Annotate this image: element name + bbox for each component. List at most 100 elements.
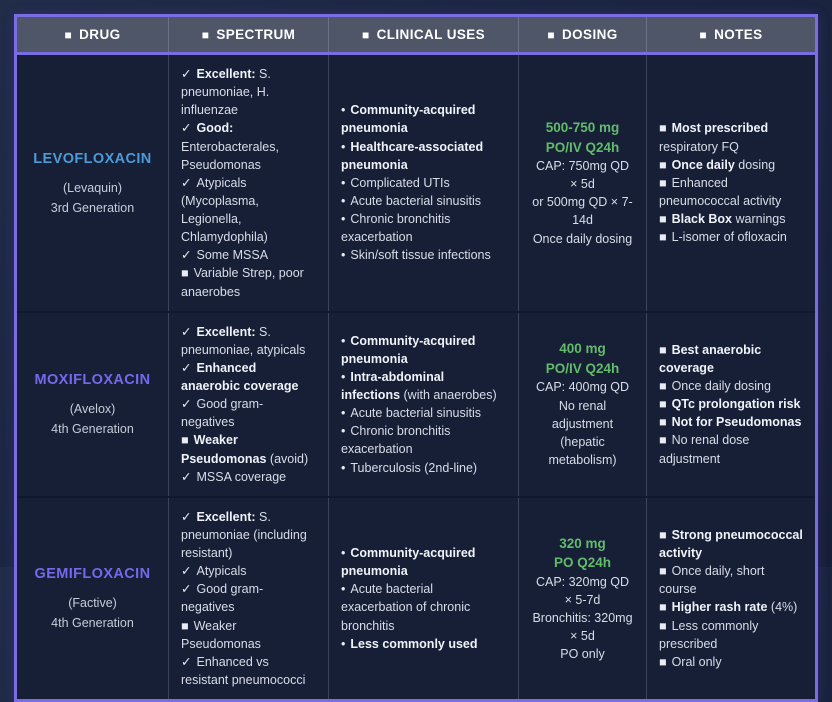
clinical-item: • Less commonly used: [341, 636, 478, 651]
spectrum-item: ✓ Excellent: S. pneumoniae (including res…: [181, 509, 307, 560]
header-clinical-uses: ■ CLINICAL USES: [329, 17, 519, 52]
square-bullet-icon: ■: [659, 618, 667, 633]
note-item: ■ No renal dose adjustment: [659, 433, 750, 466]
notes-cell: ■ Best anaerobic coverage ■ Once daily dos…: [647, 312, 815, 496]
clinical-item: • Complicated UTIs: [341, 175, 450, 190]
dot-bullet-icon: •: [341, 582, 346, 597]
square-bullet-icon: ■: [659, 527, 667, 542]
clinical-item: • Community-acquired pneumonia: [341, 546, 476, 579]
header-spectrum: ■ SPECTRUM: [169, 17, 329, 52]
header-dosing: ■ DOSING: [519, 17, 647, 52]
header-label: SPECTRUM: [216, 27, 296, 42]
note-item: ■ Not for Pseudomonas: [659, 415, 802, 430]
header-drug: ■ DRUG: [17, 17, 169, 52]
dot-bullet-icon: •: [341, 369, 346, 384]
check-icon: ✓: [181, 509, 192, 524]
square-bullet-icon: ■: [659, 342, 667, 357]
square-bullet-icon: ■: [659, 654, 667, 669]
clinical-item: • Community-acquired pneumonia: [341, 103, 476, 136]
dose-route: PO/IV Q24h: [545, 139, 620, 155]
square-bullet-icon: ■: [201, 27, 210, 42]
drug-name: LEVOFLOXACIN: [33, 150, 152, 167]
spectrum-item: ✓ MSSA coverage: [181, 469, 287, 484]
spectrum-item: ✓ Enhanced vs resistant pneumococci: [181, 654, 306, 687]
dose-detail: Bronchitis: 320mg × 5d: [532, 610, 633, 643]
square-bullet-icon: ■: [181, 266, 189, 281]
clinical-uses-cell: • Community-acquired pneumonia • Acute bac…: [329, 497, 519, 699]
clinical-item: • Acute bacterial sinusitis: [341, 193, 482, 208]
table-row-levofloxacin: LEVOFLOXACIN (Levaquin) 3rd Generation ✓…: [17, 52, 815, 311]
spectrum-item: ■ Weaker Pseudomonas (avoid): [181, 433, 309, 466]
square-bullet-icon: ■: [659, 564, 667, 579]
square-bullet-icon: ■: [659, 600, 667, 615]
check-icon: ✓: [181, 67, 192, 81]
square-bullet-icon: ■: [361, 27, 370, 42]
note-item: ■ Once daily dosing: [659, 157, 776, 172]
drug-generation: 4th Generation: [51, 422, 134, 437]
header-notes: ■ NOTES: [647, 17, 815, 52]
square-bullet-icon: ■: [659, 415, 667, 430]
square-bullet-icon: ■: [181, 433, 189, 448]
spectrum-item: ✓ Excellent: S. pneumoniae, H. influenzae: [181, 67, 271, 118]
dose-detail: Once daily dosing: [532, 231, 633, 246]
note-item: ■ Once daily, short course: [659, 564, 765, 597]
spectrum-item: ■ Variable Strep, poor anaerobes: [181, 266, 304, 299]
drug-cell: LEVOFLOXACIN (Levaquin) 3rd Generation: [17, 55, 169, 311]
check-icon: ✓: [181, 360, 192, 375]
square-bullet-icon: ■: [659, 230, 667, 245]
note-item: ■ Strong pneumococcal activity: [659, 527, 803, 560]
clinical-item: • Intra-abdominal infections (with anaero…: [341, 369, 497, 403]
dot-bullet-icon: •: [341, 212, 346, 226]
note-item: ■ Most prescribed respiratory FQ: [659, 121, 769, 154]
dose-amount: 500-750 mg: [545, 119, 620, 135]
spectrum-item: ✓ Enhanced anaerobic coverage: [181, 360, 299, 393]
header-label: CLINICAL USES: [376, 27, 486, 42]
drug-brand: (Factive): [68, 596, 117, 611]
dose-detail: CAP: 400mg QD: [535, 380, 630, 395]
spectrum-cell: ✓ Excellent: S. pneumoniae (including res…: [169, 497, 329, 699]
square-bullet-icon: ■: [181, 618, 189, 633]
note-item: ■ Enhanced pneumococcal activity: [659, 175, 782, 208]
clinical-uses-cell: • Community-acquired pneumonia • Healthcar…: [329, 55, 519, 311]
dose-route: PO/IV Q24h: [545, 360, 620, 376]
square-bullet-icon: ■: [659, 121, 667, 136]
note-item: ■ Black Box warnings: [659, 212, 786, 226]
clinical-item: • Acute bacterial exacerbation of chronic…: [341, 582, 471, 633]
spectrum-item: ■ Weaker Pseudomonas: [181, 618, 261, 651]
note-item: ■ L-isomer of ofloxacin: [659, 230, 787, 245]
clinical-item: • Community-acquired pneumonia: [341, 333, 476, 366]
note-item: ■ Higher rash rate (4%): [659, 600, 798, 615]
drug-name: MOXIFLOXACIN: [34, 372, 151, 389]
dosing-cell: 400 mg PO/IV Q24h CAP: 400mg QD No renal…: [519, 312, 647, 496]
check-icon: ✓: [181, 248, 192, 263]
square-bullet-icon: ■: [659, 157, 667, 172]
check-icon: ✓: [181, 324, 192, 339]
check-icon: ✓: [181, 469, 192, 484]
dose-amount: 400 mg: [559, 341, 606, 357]
clinical-item: • Chronic bronchitis exacerbation: [341, 424, 451, 457]
check-icon: ✓: [181, 175, 192, 190]
dot-bullet-icon: •: [341, 248, 346, 263]
header-label: DOSING: [562, 27, 618, 42]
check-icon: ✓: [181, 564, 192, 579]
spectrum-item: ✓ Some MSSA: [181, 248, 269, 263]
drug-brand: (Avelox): [69, 402, 116, 417]
drug-name: GEMIFLOXACIN: [34, 566, 151, 583]
spectrum-item: ✓ Atypicals: [181, 564, 247, 579]
dot-bullet-icon: •: [341, 546, 346, 560]
spectrum-item: ✓ Good: Enterobacterales, Pseudomonas: [181, 121, 279, 172]
dot-bullet-icon: •: [341, 139, 346, 154]
header-label: NOTES: [714, 27, 763, 42]
note-item: ■ Once daily dosing: [659, 379, 771, 393]
spectrum-item: ✓ Excellent: S. pneumoniae, atypicals: [181, 324, 306, 357]
drug-cell: MOXIFLOXACIN (Avelox) 4th Generation: [17, 312, 169, 496]
square-bullet-icon: ■: [659, 212, 667, 226]
square-bullet-icon: ■: [659, 175, 667, 190]
notes-cell: ■ Strong pneumococcal activity ■ Once dail…: [647, 497, 815, 699]
square-bullet-icon: ■: [659, 379, 667, 393]
dose-amount: 320 mg: [559, 535, 606, 551]
note-item: ■ Best anaerobic coverage: [659, 342, 762, 375]
note-item: ■ Less commonly prescribed: [659, 618, 759, 651]
dot-bullet-icon: •: [341, 175, 346, 190]
dot-bullet-icon: •: [341, 460, 346, 475]
